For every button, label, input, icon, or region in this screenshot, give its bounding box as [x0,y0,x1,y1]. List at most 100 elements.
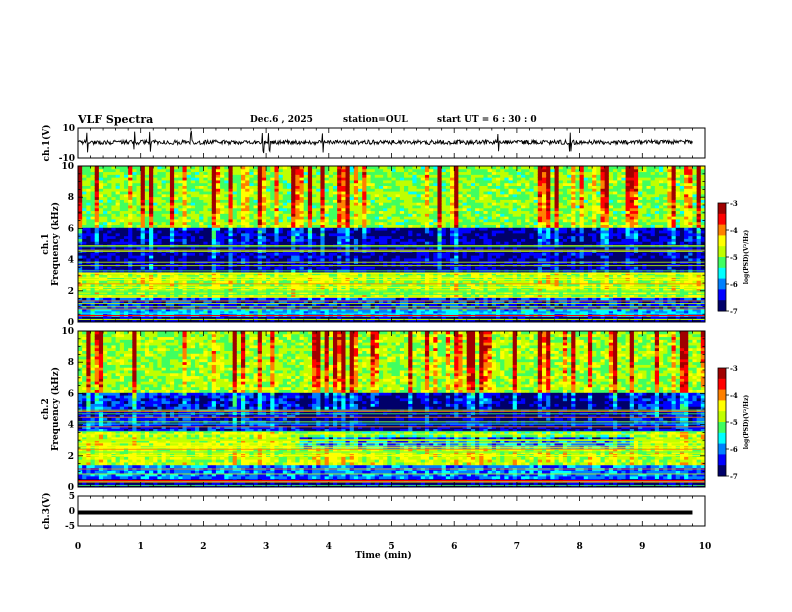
spectrogram-cell [178,255,183,259]
spectrogram-cell [82,188,87,192]
spectrogram-cell [169,227,175,231]
spectrogram-cell [337,191,342,195]
spectrogram-cell [232,255,238,259]
spectrogram-cell [220,207,225,212]
spectrogram-cell [178,193,183,198]
spectrogram-cell [123,191,129,195]
spectrogram-cell [203,302,209,306]
spectrogram-cell [303,246,309,251]
spectrogram-cell [274,308,280,312]
spectrogram-cell [174,277,179,281]
spectrogram-cell [253,182,259,186]
spectrogram-cell [299,227,305,231]
spectrogram-cell [123,296,129,301]
spectrogram-cell [199,196,204,200]
spectrogram-cell [245,252,250,256]
spectrogram-cell [274,205,280,209]
spectrogram-cell [245,221,250,225]
spectrogram-cell [90,210,96,214]
spectrogram-cell [203,280,209,284]
spectrogram-cell [165,294,171,298]
spectrogram-cell [266,308,271,312]
spectrogram-cell [207,218,213,223]
spectrogram-cell [253,185,259,189]
spectrogram-cell [316,191,321,195]
spectrogram-cell [282,319,288,323]
spectrogram-cell [278,166,284,170]
spectrogram-cell [195,316,200,320]
spectrogram-cell [169,302,175,306]
spectrogram-cell [299,182,305,186]
spectrogram-cell [190,296,196,301]
spectrogram-cell [169,207,175,212]
spectrogram-cell [224,210,229,214]
spectrogram-cell [337,202,342,206]
spectrogram-cell [341,274,347,278]
spectrogram-cell [115,171,121,175]
spectrogram-cell [203,216,209,220]
spectrogram-cell [291,185,296,189]
spectrogram-cell [253,283,259,287]
spectrogram-cell [274,227,280,231]
spectrogram-cell [249,188,255,192]
spectrogram-cell [107,255,112,259]
spectrogram-cell [249,185,255,189]
spectrogram-cell [82,218,87,223]
spectrogram-cell [303,316,309,320]
spectrogram-cell [203,296,209,301]
spectrogram-cell [266,283,271,287]
spectrogram-cell [224,179,229,184]
spectrogram-cell [241,171,246,175]
spectrogram-cell [324,202,330,206]
spectrogram-cell [232,283,238,287]
spectrogram-cell [291,310,296,315]
spectrogram-cell [123,177,129,181]
spectrogram-cell [90,280,96,284]
spectrogram-cell [107,257,112,262]
spectrogram-cell [128,182,133,186]
spectrogram-cell [278,280,284,284]
spectrogram-cell [132,213,138,217]
spectrogram-cell [236,179,242,184]
spectrogram-cell [169,185,175,189]
spectrogram-cell [153,302,158,306]
spectrogram-cell [128,232,133,237]
spectrogram-cell [232,230,238,234]
spectrogram-cell [337,207,342,212]
spectrogram-cell [82,235,87,239]
spectrogram-cell [90,213,96,217]
spectrogram-cell [332,277,338,281]
spectrogram-cell [86,274,92,278]
spectrogram-cell [94,202,100,206]
spectrogram-cell [312,193,317,198]
spectrogram-cell [303,188,309,192]
spectrogram-cell [82,227,87,231]
spectrogram-cell [253,266,259,270]
spectrogram-cell [291,191,296,195]
spectrogram-cell [82,308,87,312]
spectrogram-cell [211,188,217,192]
spectrogram-cell [123,218,129,223]
spectrogram-cell [174,266,179,270]
spectrogram-cell [236,319,242,323]
spectrogram-cell [178,216,183,220]
spectrogram-cell [86,308,92,312]
spectrogram-cell [261,185,267,189]
spectrogram-cell [232,238,238,242]
spectrogram-cell [245,205,250,209]
spectrogram-cell [82,246,87,251]
spectrogram-cell [82,319,87,323]
spectrogram-cell [316,246,321,251]
spectrogram-cell [287,308,292,312]
spectrogram-cell [132,246,138,251]
spectrogram-cell [236,288,242,292]
spectrogram-cell [224,171,229,175]
spectrogram-cell [337,205,342,209]
spectrogram-cell [82,283,87,287]
spectrogram-cell [307,224,313,228]
spectrogram-cell [278,302,284,306]
spectrogram-cell [123,241,129,245]
spectrogram-cell [303,238,309,242]
spectrogram-cell [111,232,117,237]
spectrogram-cell [211,280,217,284]
